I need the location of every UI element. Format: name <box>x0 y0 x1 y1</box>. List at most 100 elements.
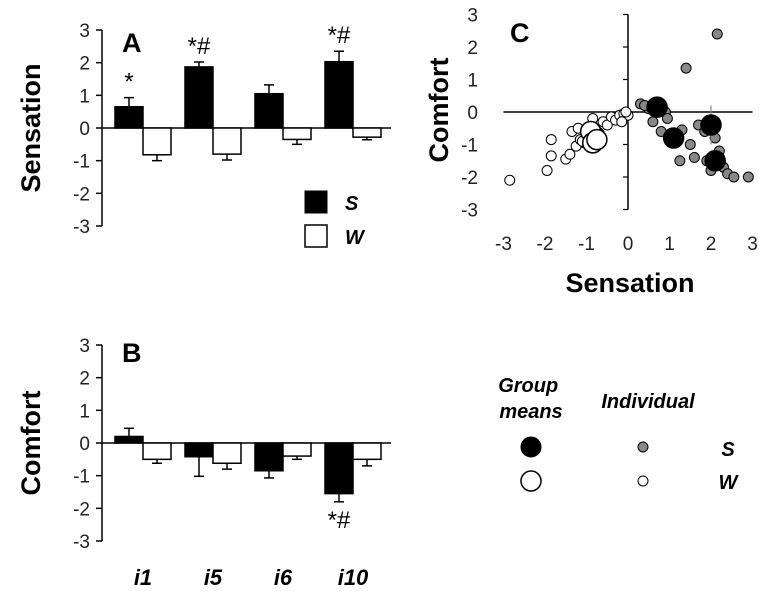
panel-c-xlabel: Sensation <box>565 268 694 298</box>
x-tick-label: -2 <box>537 234 554 255</box>
individual-point <box>564 148 576 160</box>
panel-a-legend: S W <box>304 190 366 249</box>
x-tick-label: -1 <box>578 234 595 255</box>
legend-label-w: W <box>345 227 366 249</box>
x-category-label: i5 <box>204 565 223 590</box>
y-tick-label: 2 <box>467 38 478 59</box>
x-tick-label: 3 <box>747 234 758 255</box>
x-category-label: i10 <box>338 565 369 590</box>
bar-s-i10 <box>324 442 354 495</box>
significance-marker: * <box>124 69 133 96</box>
y-tick-label: 1 <box>79 401 90 422</box>
individual-point <box>504 174 516 186</box>
individual-point <box>661 113 673 124</box>
group-mean-point <box>704 150 726 172</box>
bar-s-i1 <box>114 106 144 129</box>
legend-swatch-w <box>304 224 328 248</box>
y-tick-label: -2 <box>73 499 90 520</box>
y-tick-label: 3 <box>467 6 478 27</box>
individual-point <box>616 116 628 128</box>
bar-w-i6 <box>282 442 312 457</box>
y-tick-label: -2 <box>73 184 90 205</box>
panel-b-ylabel: Comfort <box>16 391 46 496</box>
group-mean-point <box>586 128 608 151</box>
group-mean-point <box>662 127 685 149</box>
individual-point <box>742 171 754 183</box>
individual-point <box>711 28 723 40</box>
y-tick-label: -1 <box>73 152 90 173</box>
y-tick-label: 0 <box>467 103 478 124</box>
y-tick-label: 3 <box>79 21 90 42</box>
individual-point <box>545 134 557 146</box>
x-tick-label: 1 <box>664 234 675 255</box>
y-tick-label: -3 <box>73 217 90 238</box>
panel-a-letter: A <box>122 28 142 58</box>
panel-b-chart: Comfort B 3 2 1 0 -1 -2 -3 *# i1 i5 i6 i10 <box>16 336 391 590</box>
legend-individual-s-marker <box>637 441 649 453</box>
individual-point <box>545 150 557 162</box>
bar-w-i5 <box>212 442 242 465</box>
individual-point <box>684 139 696 150</box>
legend-individual: Individual <box>601 391 695 413</box>
individual-point <box>647 116 659 128</box>
significance-marker: *# <box>328 507 351 534</box>
individual-point <box>674 155 686 167</box>
y-tick-label: 3 <box>79 336 90 357</box>
bar-s-i1 <box>114 435 144 444</box>
significance-marker: *# <box>188 33 211 60</box>
y-tick-label: -1 <box>461 136 478 157</box>
x-category-label: i1 <box>134 565 152 590</box>
bar-w-i1 <box>142 127 172 156</box>
bar-s-i6 <box>254 442 284 472</box>
panel-c-letter: C <box>510 18 530 48</box>
individual-point <box>728 171 740 183</box>
bar-w-i5 <box>212 127 242 155</box>
individual-point <box>688 152 700 163</box>
individual-point <box>541 165 553 176</box>
legend-individual-w-marker <box>637 475 649 487</box>
x-tick-label: -3 <box>495 234 512 255</box>
legend-group-s-marker <box>520 436 542 458</box>
legend-group-means-line2: means <box>499 401 562 423</box>
individual-point <box>680 62 692 74</box>
y-tick-label: 0 <box>79 434 90 455</box>
bar-w-i6 <box>282 127 312 141</box>
legend-group-w-marker <box>520 470 542 492</box>
legend-group-means-line1: Group <box>498 375 558 397</box>
individual-point <box>620 106 632 118</box>
y-tick-label: 2 <box>79 369 90 390</box>
bar-w-i10 <box>352 127 382 138</box>
y-tick-label: -3 <box>461 201 478 222</box>
x-category-label: i6 <box>274 565 293 590</box>
bar-s-i5 <box>184 66 214 129</box>
panel-b-letter: B <box>122 338 142 368</box>
bar-s-i5 <box>184 442 214 458</box>
legend-label-s: S <box>345 193 359 215</box>
y-tick-label: -2 <box>461 168 478 189</box>
y-tick-label: -3 <box>73 532 90 553</box>
y-tick-label: 0 <box>79 119 90 140</box>
legend-swatch-s <box>304 190 328 214</box>
group-mean-point <box>646 96 668 118</box>
panel-c-ylabel: Comfort <box>424 58 454 163</box>
bar-s-i10 <box>324 60 354 129</box>
group-mean-point <box>700 114 722 136</box>
y-tick-label: 2 <box>79 54 90 75</box>
bar-s-i6 <box>254 92 284 129</box>
panel-c-chart: Comfort C Sensation -3 -2 -1 0 1 2 3 3 2 1 0 -1 -2 -3 <box>424 6 758 299</box>
panel-a-ylabel: Sensation <box>16 63 46 192</box>
y-tick-label: -1 <box>73 467 90 488</box>
x-tick-label: 0 <box>623 234 634 255</box>
panel-a-chart: Sensation A 3 2 1 0 -1 -2 -3 * *# *# S W <box>16 21 391 249</box>
legend-w-label: W <box>719 472 740 494</box>
significance-marker: *# <box>328 22 351 49</box>
legend-s-label: S <box>721 439 735 461</box>
bar-w-i1 <box>142 442 172 461</box>
bar-w-i10 <box>352 442 382 461</box>
y-tick-label: 1 <box>467 71 478 92</box>
x-tick-label: 2 <box>706 234 717 255</box>
scatter-legend: Group means Individual S W <box>498 375 739 494</box>
y-tick-label: 1 <box>79 86 90 107</box>
legend-group-means: Group means <box>498 375 564 423</box>
